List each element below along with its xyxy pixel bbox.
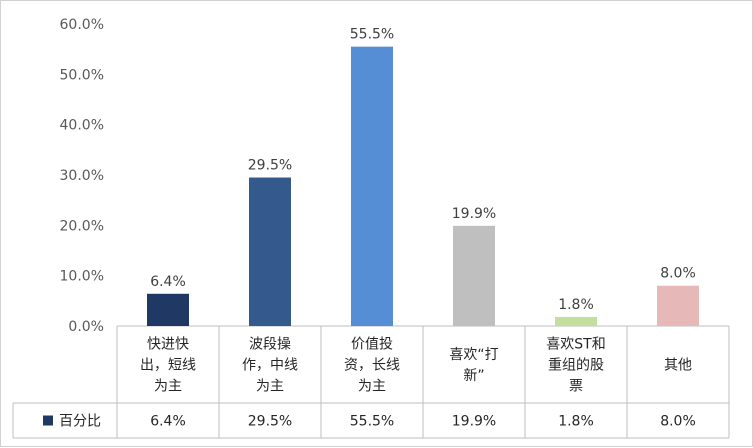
table-cell-value: 55.5% [350, 414, 394, 430]
bar [657, 285, 699, 326]
category-label: 资，长线 [344, 358, 400, 374]
bar [453, 225, 495, 326]
bar [555, 316, 597, 326]
legend-label: 百分比 [59, 414, 101, 430]
table-cell-value: 6.4% [150, 414, 186, 430]
category-label: 新” [463, 368, 484, 384]
data-label: 6.4% [150, 274, 186, 290]
category-label: 喜欢“打 [449, 346, 498, 363]
category-label: 为主 [358, 379, 386, 395]
data-label: 55.5% [350, 27, 394, 43]
category-label: 喜欢ST和 [546, 337, 605, 353]
bar [249, 177, 291, 326]
bar [351, 46, 393, 327]
table-cell-value: 29.5% [248, 414, 292, 430]
category-label: 出，短线 [140, 358, 196, 374]
category-label: 为主 [256, 379, 284, 395]
data-label: 1.8% [558, 297, 594, 313]
table-cell-value: 1.8% [558, 414, 594, 430]
category-label: 快进快 [147, 337, 189, 353]
category-label: 为主 [154, 379, 182, 395]
category-label: 其他 [664, 358, 692, 374]
bar [147, 293, 189, 326]
table-cell-value: 19.9% [452, 414, 496, 430]
legend-swatch [43, 415, 53, 426]
data-label: 19.9% [452, 206, 496, 222]
table-cell-value: 8.0% [660, 414, 696, 430]
y-tick-label: 10.0% [60, 269, 104, 285]
data-label: 8.0% [660, 266, 696, 282]
data-label: 29.5% [248, 158, 292, 174]
category-label: 价值投 [351, 337, 393, 353]
category-label: 波段操 [249, 337, 291, 353]
y-tick-label: 0.0% [68, 319, 104, 335]
category-label: 重组的股 [548, 358, 604, 374]
category-label: 作，中线 [242, 358, 298, 374]
y-tick-label: 30.0% [60, 168, 104, 184]
y-tick-label: 20.0% [60, 218, 104, 234]
y-tick-label: 50.0% [60, 67, 104, 83]
y-tick-label: 40.0% [60, 118, 104, 134]
category-label: 票 [569, 379, 583, 395]
y-tick-label: 60.0% [60, 17, 104, 33]
